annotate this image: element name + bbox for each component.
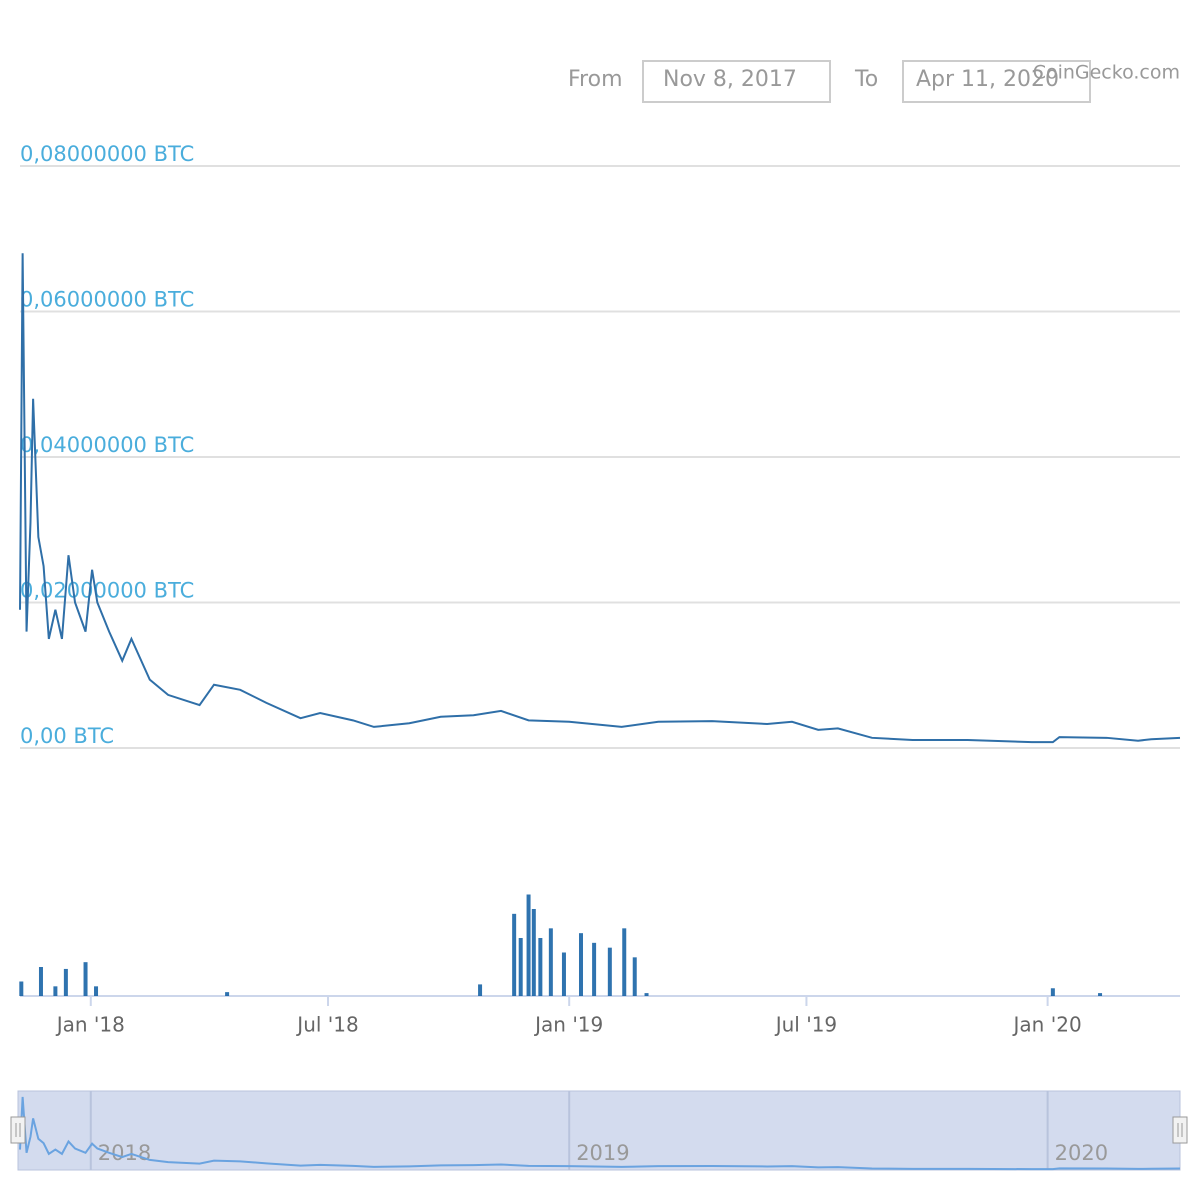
volume-bar [478, 984, 483, 996]
volume-bar [578, 933, 583, 996]
navigator-window[interactable] [17, 1090, 1181, 1171]
volume-bar [63, 968, 68, 996]
y-tick-label: 0,06000000 BTC [20, 288, 194, 312]
to-input[interactable] [902, 60, 1091, 103]
navigator-tick-label: 2019 [576, 1141, 629, 1165]
x-tick-label: Jan '19 [533, 1013, 603, 1037]
from-label: From [568, 67, 623, 92]
volume-bar [518, 938, 523, 996]
volume-bar [512, 913, 517, 996]
volume-bar [561, 952, 566, 996]
volume-bar [538, 938, 543, 996]
x-tick-label: Jul '18 [295, 1013, 358, 1037]
volume-bar [632, 957, 637, 996]
price-line [19, 253, 1181, 744]
y-tick-label: 0,00 BTC [20, 724, 114, 748]
volume-bar [94, 986, 99, 996]
volume-bar [622, 928, 627, 996]
y-tick-label: 0,04000000 BTC [20, 433, 194, 457]
volume-bar [1098, 993, 1103, 996]
to-label: To [854, 67, 878, 92]
credit: CoinGecko.com [1033, 62, 1180, 84]
x-tick-label: Jan '18 [55, 1013, 125, 1037]
volume-bar [1050, 988, 1055, 996]
volume-bar [607, 947, 612, 996]
volume-bar [38, 967, 43, 996]
navigator-handle[interactable] [1172, 1116, 1188, 1144]
y-tick-label: 0,02000000 BTC [20, 579, 194, 603]
y-tick-label: 0,08000000 BTC [20, 142, 194, 166]
volume-bar [53, 986, 58, 996]
from-input[interactable] [642, 60, 831, 103]
volume-bar [531, 909, 536, 996]
volume-bar [83, 962, 88, 996]
to-value: Apr 11, 2020 [916, 67, 1059, 92]
volume-bar [644, 993, 649, 996]
volume-bar [225, 992, 230, 996]
navigator-handle[interactable] [10, 1116, 26, 1144]
from-value: Nov 8, 2017 [663, 67, 797, 92]
navigator-line [19, 1096, 1181, 1171]
volume-bar [548, 928, 553, 996]
x-tick-label: Jan '20 [1012, 1013, 1082, 1037]
volume-bar [592, 942, 597, 996]
x-tick-label: Jul '19 [774, 1013, 837, 1037]
volume-bar [19, 981, 24, 996]
navigator-tick-label: 2018 [98, 1141, 151, 1165]
volume-bar [526, 894, 531, 996]
navigator-tick-label: 2020 [1055, 1141, 1108, 1165]
